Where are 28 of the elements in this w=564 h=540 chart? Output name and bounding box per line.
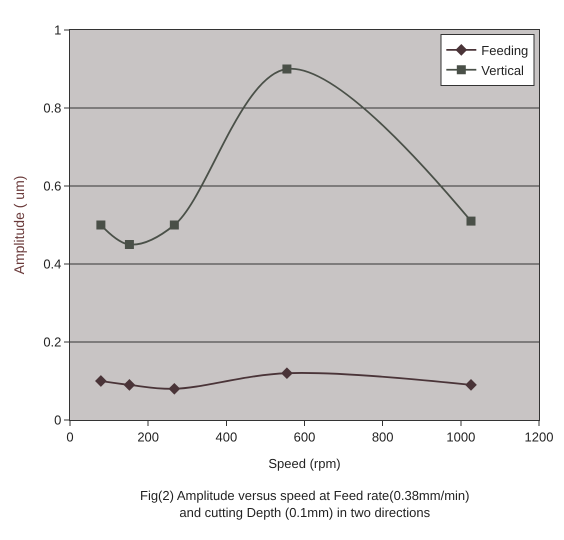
point xyxy=(465,379,477,391)
y-tick-label: 0.6 xyxy=(43,178,62,194)
legend-label: Feeding xyxy=(481,42,528,58)
point xyxy=(168,382,180,395)
y-tick-label: 0.8 xyxy=(43,100,62,116)
point xyxy=(170,220,179,230)
x-tick-label: 800 xyxy=(372,430,394,445)
x-tick-label: 200 xyxy=(137,430,160,445)
x-axis-title: Speed (rpm) xyxy=(268,456,341,472)
point xyxy=(96,220,106,230)
x-tick-label: 600 xyxy=(294,430,316,445)
x-tick-label: 0 xyxy=(66,430,74,445)
y-tick-label: 0.2 xyxy=(43,334,62,350)
y-tick-label: 0.4 xyxy=(43,256,62,272)
x-tick-label: 1000 xyxy=(446,430,476,445)
point xyxy=(95,375,107,387)
x-tick-label: 400 xyxy=(215,430,238,445)
x-tick-label: 1200 xyxy=(524,430,554,445)
point xyxy=(466,216,476,226)
y-tick-label: 1 xyxy=(54,22,62,38)
legend-label: Vertical xyxy=(481,62,524,78)
point xyxy=(124,240,134,249)
y-axis-title: Amplitude ( um) xyxy=(10,176,27,274)
point xyxy=(124,379,136,391)
y-tick-label: 0 xyxy=(54,412,62,428)
point xyxy=(282,64,292,74)
point xyxy=(281,367,293,380)
text: Fig(2) Amplitude versus speed at Feed rate(0.38mm/min) and cutting Depth (0.1mm) in two directions xyxy=(140,488,470,520)
